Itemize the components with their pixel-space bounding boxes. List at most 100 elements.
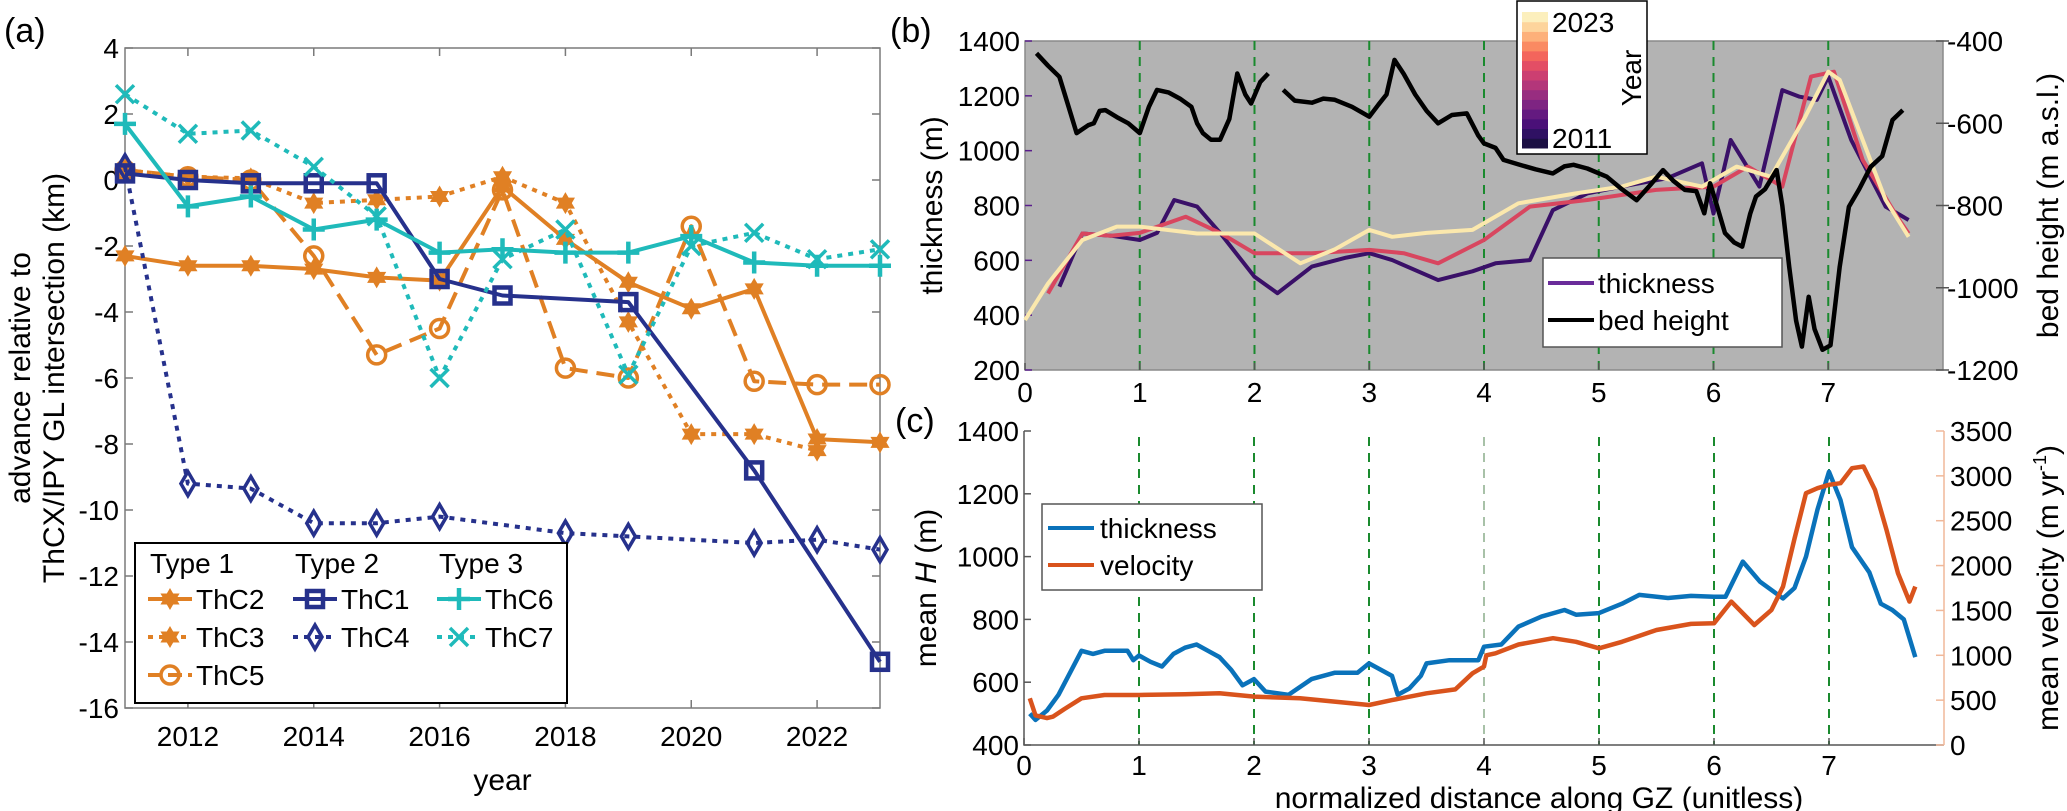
data-point-ThC5 <box>869 373 891 396</box>
colorbar-swatch <box>1522 128 1548 139</box>
series-line-ThC5 <box>124 168 880 387</box>
data-point-ThC7 <box>492 248 513 270</box>
data-point-ThC2 <box>241 254 261 277</box>
y-tick-label-right: 3500 <box>1950 416 2012 447</box>
x-tick-label: 3 <box>1361 377 1377 408</box>
data-point-ThC3 <box>744 423 764 446</box>
legend-marker-ThC4 <box>305 621 325 653</box>
data-point-ThC7 <box>869 239 891 260</box>
y-tick-label-left: 200 <box>973 355 1020 386</box>
colorbar-swatch <box>1522 89 1548 100</box>
y-axis-label-right: mean velocity (m yr-1) <box>2030 445 2065 731</box>
colorbar-swatch <box>1522 31 1548 42</box>
data-point-ThC1 <box>492 285 513 306</box>
thickness-trace-2011 <box>1057 74 1910 296</box>
data-point-ThC4 <box>619 520 638 552</box>
legend-label-ThC5: ThC5 <box>196 660 264 691</box>
series-line-thickness <box>1028 469 1918 723</box>
data-point-ThC3 <box>430 185 450 208</box>
y-tick-label: 4 <box>103 33 119 64</box>
y-axis-label-line2: ThCX/IPY GL intersection (km) <box>38 173 71 583</box>
colorbar-swatch <box>1522 41 1548 52</box>
legend-label-ThC7: ThC7 <box>485 622 553 653</box>
data-point-ThC4 <box>808 524 827 556</box>
x-tick-label: 2012 <box>157 721 219 752</box>
y-tick-label-right: -600 <box>1947 108 2003 139</box>
y-tick-label: -10 <box>79 495 119 526</box>
y-tick-label-right: 0 <box>1950 730 1966 761</box>
data-point-ThC4 <box>870 534 890 566</box>
colorbar-swatch <box>1522 80 1548 91</box>
legend: Type 1 ThC2 ThC3 ThC5 Type 2 ThC1 ThC4 Type 3 Th… <box>134 542 568 704</box>
x-tick-label: 7 <box>1820 377 1836 408</box>
data-point-ThC7 <box>681 235 702 257</box>
x-tick-label: 0 <box>1016 750 1032 781</box>
y-tick-label-left: 600 <box>973 245 1020 276</box>
data-point-ThC3 <box>304 192 324 215</box>
legend-box <box>1542 257 1783 348</box>
x-tick-label: 0 <box>1017 377 1033 408</box>
x-tick-label: 3 <box>1361 750 1377 781</box>
y-tick-label-right: -1000 <box>1947 273 2019 304</box>
data-point-ThC4 <box>178 468 197 500</box>
y-tick-label: -4 <box>94 297 119 328</box>
series-ThC2 <box>115 175 890 454</box>
series-line-ThC3 <box>124 168 818 453</box>
legend-group-header: Type 2 <box>295 548 379 579</box>
y-tick-label-left: 800 <box>972 604 1019 635</box>
y-tick-label-right: -400 <box>1947 26 2003 57</box>
data-point-ThC4 <box>745 527 764 559</box>
y-axis-label-left: mean H (m) <box>910 509 943 667</box>
y-tick-label-left: 400 <box>972 730 1019 761</box>
legend-label-thickness: thickness <box>1100 513 1217 544</box>
legend-label-ThC6: ThC6 <box>485 584 553 615</box>
y-tick-label: -14 <box>79 627 119 658</box>
y-tick-label: -16 <box>79 693 119 724</box>
x-tick-label: 1 <box>1132 377 1148 408</box>
y-axis-label-left-suffix: (m) <box>910 509 943 562</box>
series-line-ThC4 <box>123 166 881 552</box>
legend-marker-ThC6 <box>448 588 470 610</box>
series-ThC1 <box>114 163 891 673</box>
y-axis-label-right-superscript: -1 <box>2030 455 2050 471</box>
data-point-ThC2 <box>618 271 638 294</box>
x-tick-label: 2022 <box>786 721 848 752</box>
legend-label-ThC3: ThC3 <box>196 622 264 653</box>
legend-marker-ThC2 <box>160 588 180 610</box>
data-point-ThC2 <box>744 277 764 300</box>
panel-label: (b) <box>890 12 932 50</box>
data-point-ThC3 <box>555 192 575 215</box>
legend: thickness velocity <box>1041 503 1263 591</box>
data-point-ThC2 <box>178 254 198 277</box>
series-line-ThC2 <box>124 184 881 445</box>
y-axis-label-right: bed height (m a.s.l.) <box>2032 73 2065 338</box>
y-tick-label-left: 1200 <box>957 479 1019 510</box>
colorbar-swatch <box>1522 70 1548 81</box>
data-point-ThC1 <box>743 460 765 481</box>
colorbar-swatch <box>1522 50 1548 62</box>
data-point-ThC1 <box>177 169 199 191</box>
legend: thickness bed height <box>1542 257 1783 348</box>
legend-label-ThC4: ThC4 <box>341 622 409 653</box>
data-point-ThC4 <box>241 473 260 505</box>
data-point-ThC7 <box>618 364 639 385</box>
data-point-ThC1 <box>366 173 387 194</box>
y-tick-label-right: 1500 <box>1950 595 2012 626</box>
legend-marker-ThC1 <box>304 588 326 610</box>
data-point-ThC6 <box>617 241 640 264</box>
y-tick-label-right: 1000 <box>1950 640 2012 671</box>
data-point-ThC6 <box>491 238 514 261</box>
series-line-velocity <box>1027 464 1918 721</box>
x-tick-label: 2 <box>1247 377 1263 408</box>
series-ThC6 <box>114 112 891 277</box>
y-tick-label-left: 800 <box>973 191 1020 222</box>
y-axis-label-right-text: mean velocity (m yr <box>2032 471 2065 731</box>
x-tick-label: 2014 <box>283 721 345 752</box>
data-point-ThC6 <box>554 241 577 264</box>
data-point-ThC7 <box>177 123 199 145</box>
data-point-ThC2 <box>367 266 387 289</box>
y-tick-label: -2 <box>94 231 119 262</box>
x-tick-label: 5 <box>1591 750 1607 781</box>
